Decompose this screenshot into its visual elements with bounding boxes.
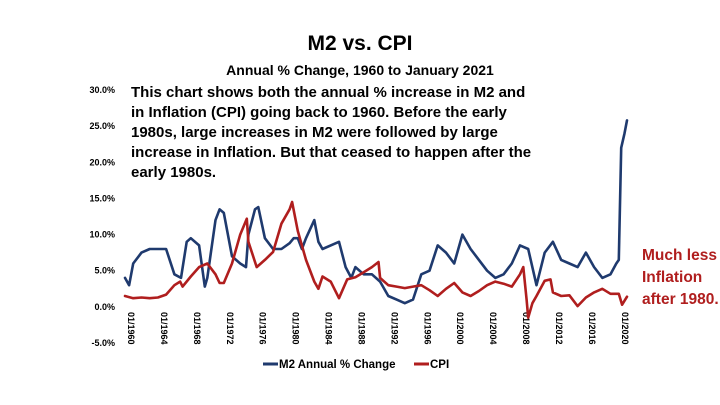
y-tick-label: 10.0%: [89, 230, 115, 240]
x-tick-label: 01/1972: [225, 312, 235, 345]
side-note: Much less Inflation after 1980.: [642, 247, 719, 308]
x-tick-label: 01/1984: [324, 312, 334, 345]
x-axis: 01/1960 01/1964 01/1968 01/1972 01/1976 01/19…: [126, 312, 630, 345]
chart-subtitle: Annual % Change, 1960 to January 2021: [226, 62, 494, 78]
chart-annotation: This chart shows both the annual % incre…: [131, 84, 532, 181]
x-tick-label: 01/2000: [455, 312, 465, 345]
legend-label: CPI: [430, 359, 449, 371]
x-tick-label: 01/2008: [521, 312, 531, 345]
x-tick-label: 01/2004: [488, 312, 498, 345]
y-tick-label: 25.0%: [89, 121, 115, 131]
cpi-series-line: [123, 200, 629, 320]
y-tick-label: 15.0%: [89, 193, 115, 203]
x-tick-label: 01/1968: [192, 312, 202, 345]
x-tick-label: 01/1976: [258, 312, 268, 345]
x-tick-label: 01/1988: [356, 312, 366, 345]
x-tick-label: 01/1964: [159, 312, 169, 345]
y-tick-label: 30.0%: [89, 85, 115, 95]
chart-title: M2 vs. CPI: [307, 32, 413, 55]
legend: M2 Annual % Change CPI: [263, 359, 449, 371]
y-tick-label: 5.0%: [94, 266, 115, 276]
x-tick-label: 01/2020: [620, 312, 630, 345]
y-tick-label: -5.0%: [91, 338, 115, 348]
y-axis: 30.0% 25.0% 20.0% 15.0% 10.0% 5.0% 0.0% -5.0%: [89, 85, 115, 348]
series-lines: [123, 119, 629, 320]
x-tick-label: 01/1960: [126, 312, 136, 345]
x-tick-label: 01/2012: [554, 312, 564, 345]
x-tick-label: 01/1980: [291, 312, 301, 345]
x-tick-label: 01/1996: [422, 312, 432, 345]
y-tick-label: 20.0%: [89, 157, 115, 167]
y-tick-label: 0.0%: [94, 302, 115, 312]
x-tick-label: 01/2016: [587, 312, 597, 345]
x-tick-label: 01/1992: [389, 312, 399, 345]
m2-series-line: [123, 119, 629, 305]
legend-label: M2 Annual % Change: [279, 359, 396, 371]
